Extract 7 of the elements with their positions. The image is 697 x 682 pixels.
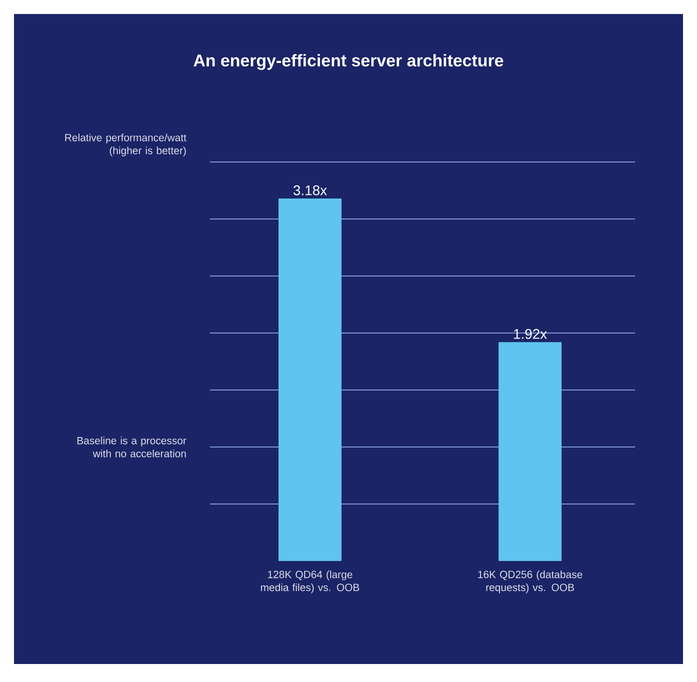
y-axis-title: Relative performance/watt (higher is better): [65, 134, 186, 156]
data-label: 1.92x: [514, 329, 547, 339]
x-tick-label: 128K QD64 (large media files) vs. OOB: [261, 570, 360, 594]
x-tick-label: 16K QD256 (database requests) vs. OOB: [478, 570, 582, 594]
chart-title: An energy-efficient server architecture: [194, 54, 504, 70]
text: Baseline is a processor with no acceleration: [77, 436, 186, 458]
data-label: 3.18x: [293, 185, 327, 196]
